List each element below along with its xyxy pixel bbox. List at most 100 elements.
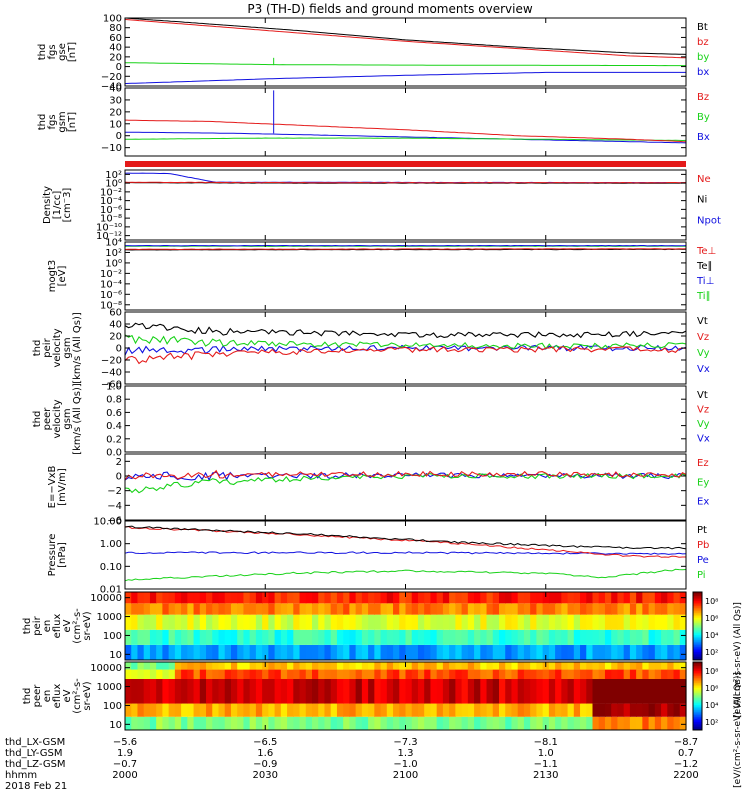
spectrogram-cell bbox=[193, 614, 201, 630]
spectrogram-cell bbox=[405, 669, 413, 679]
spectrogram-cell bbox=[336, 629, 344, 645]
spectrogram-cell bbox=[648, 679, 656, 704]
spectrogram-cell bbox=[592, 716, 600, 730]
spectrogram-cell bbox=[636, 614, 643, 630]
spectrogram-cell bbox=[567, 703, 575, 717]
legend-entry: Vt bbox=[697, 316, 708, 327]
spectrogram-cell bbox=[411, 614, 419, 630]
spectrogram-cell bbox=[424, 614, 432, 630]
spectrogram-cell bbox=[399, 603, 407, 615]
spectrogram-cell bbox=[249, 703, 257, 717]
spectrogram-cell bbox=[499, 703, 506, 717]
spectrogram-cell bbox=[530, 662, 537, 670]
spectrogram-cell bbox=[199, 614, 207, 630]
colorbar-cell bbox=[693, 670, 702, 673]
y-axis-label-line: [nPa] bbox=[57, 542, 68, 568]
y-tick-label: 40 bbox=[109, 43, 122, 54]
series-line-Bz bbox=[124, 119, 687, 143]
spectrogram-cell bbox=[349, 603, 357, 615]
spectrogram-cell bbox=[143, 703, 151, 717]
spectrogram-cell bbox=[230, 716, 238, 730]
legend-entry: Vz bbox=[697, 405, 709, 416]
colorbar-label: [eV/(cm²-s-sr-eV) (All Qs)] bbox=[733, 602, 743, 718]
spectrogram-cell bbox=[667, 592, 675, 604]
y-axis-label: E=−VxB [mV/m] bbox=[47, 466, 68, 509]
spectrogram-cell bbox=[336, 716, 344, 730]
colorbar-cell bbox=[693, 687, 702, 690]
ephemeris-value: −5.6 bbox=[113, 737, 137, 748]
spectrogram-cell bbox=[193, 629, 201, 645]
spectrogram-cell bbox=[586, 592, 594, 604]
spectrogram-cell bbox=[224, 662, 232, 670]
spectrogram-cell bbox=[237, 679, 245, 704]
spectrogram-cell bbox=[449, 662, 456, 670]
mode-bar bbox=[125, 161, 686, 167]
spectrogram-cell bbox=[611, 592, 619, 604]
ephemeris-row-label: hhmm bbox=[5, 770, 37, 781]
ephemeris-value: 1.9 bbox=[117, 748, 133, 759]
spectrogram-cell bbox=[293, 716, 301, 730]
spectrogram-cell bbox=[542, 629, 550, 645]
spectrogram-cell bbox=[573, 629, 581, 645]
y-tick-label: 10² bbox=[105, 170, 122, 181]
spectrogram-cell bbox=[567, 592, 575, 604]
spectrogram-cell bbox=[505, 614, 513, 630]
spectrogram-cell bbox=[243, 669, 251, 679]
spectrogram-cell bbox=[187, 703, 195, 717]
spectrogram-cell bbox=[536, 592, 544, 604]
spectrogram-cell bbox=[586, 603, 594, 615]
spectrogram-cell bbox=[137, 592, 145, 604]
spectrogram-cell bbox=[386, 662, 394, 670]
panel-efield: 2 0 −2 −4 −6 E=−VxB [mV/m] Ez Ey Ex bbox=[47, 453, 709, 527]
y-axis-label-line: E=−VxB bbox=[47, 466, 58, 509]
spectrogram-cell bbox=[143, 629, 151, 645]
spectrogram-cell bbox=[280, 614, 288, 630]
spectrogram-cell bbox=[305, 669, 313, 679]
spectrogram-cell bbox=[679, 603, 687, 615]
spectrogram-cell bbox=[598, 644, 606, 660]
spectrogram-cell bbox=[467, 679, 475, 704]
spectrogram-cell bbox=[567, 679, 575, 704]
spectrogram-cell bbox=[580, 669, 587, 679]
spectrogram-cell bbox=[442, 679, 450, 704]
spectrogram-cell bbox=[268, 614, 276, 630]
spectrogram-cell bbox=[168, 662, 176, 670]
spectrogram-cell bbox=[181, 679, 188, 704]
panel-frame bbox=[124, 520, 687, 590]
spectrogram-cell bbox=[542, 669, 550, 679]
spectrogram-cell bbox=[505, 629, 513, 645]
spectrogram-cell bbox=[162, 679, 170, 704]
y-tick-label: 10⁻¹⁰ bbox=[96, 222, 122, 233]
spectrogram-cell bbox=[374, 592, 382, 604]
spectrogram-cell bbox=[262, 644, 269, 660]
spectrogram-cell bbox=[417, 644, 425, 660]
ephemeris-value: −1.1 bbox=[534, 759, 558, 770]
spectrogram-cell bbox=[436, 592, 444, 604]
spectrogram-cell bbox=[486, 644, 494, 660]
spectrogram-cell bbox=[523, 662, 531, 670]
spectrogram-cell bbox=[648, 629, 656, 645]
spectrogram-cell bbox=[467, 703, 475, 717]
panel-frame bbox=[124, 87, 687, 157]
y-axis-label: mogt3 [eV] bbox=[47, 260, 68, 293]
y-axis-label: Pressure [nPa] bbox=[47, 534, 68, 577]
spectrogram-cell bbox=[424, 629, 432, 645]
spectrogram-cell bbox=[181, 662, 188, 670]
y-axis-label-line: sr-eV) bbox=[82, 611, 93, 640]
spectrogram-cell bbox=[623, 703, 631, 717]
spectrogram-cell bbox=[255, 716, 263, 730]
spectrogram-cell bbox=[511, 669, 519, 679]
colorbar-cell bbox=[693, 595, 702, 598]
spectrogram-cell bbox=[617, 644, 625, 660]
spectrogram-cell bbox=[461, 614, 469, 630]
spectrogram-cell bbox=[187, 592, 195, 604]
spectrogram-cell bbox=[237, 669, 245, 679]
spectrogram-cell bbox=[536, 629, 544, 645]
spectrogram-cell bbox=[312, 703, 319, 717]
spectrogram-cell bbox=[374, 603, 382, 615]
spectrogram-cell bbox=[361, 716, 369, 730]
spectrogram-cell bbox=[474, 592, 481, 604]
spectrogram-cell bbox=[249, 603, 257, 615]
spectrogram-cell bbox=[174, 614, 182, 630]
spectrogram-cell bbox=[293, 603, 301, 615]
